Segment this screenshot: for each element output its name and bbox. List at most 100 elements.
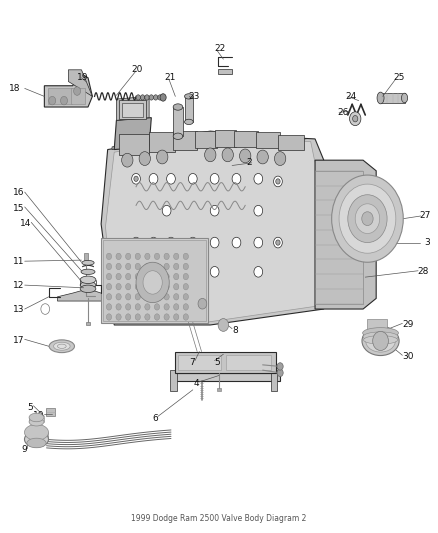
Ellipse shape (80, 281, 96, 289)
Circle shape (276, 240, 280, 245)
Text: 24: 24 (346, 92, 357, 101)
Circle shape (162, 266, 171, 277)
Text: 1999 Dodge Ram 2500 Valve Body Diagram 2: 1999 Dodge Ram 2500 Valve Body Diagram 2 (131, 514, 307, 523)
Text: 6: 6 (152, 414, 158, 423)
Circle shape (210, 237, 219, 248)
Circle shape (164, 294, 169, 300)
Circle shape (173, 253, 179, 260)
Bar (84, 253, 88, 262)
Circle shape (126, 273, 131, 280)
Circle shape (145, 273, 150, 280)
Circle shape (145, 284, 150, 290)
Text: 18: 18 (9, 84, 20, 93)
Circle shape (277, 363, 283, 370)
Text: 30: 30 (403, 352, 414, 361)
Circle shape (135, 263, 141, 270)
Circle shape (275, 152, 286, 165)
Circle shape (135, 294, 141, 300)
Circle shape (173, 273, 179, 280)
Circle shape (183, 294, 188, 300)
Circle shape (106, 273, 112, 280)
Circle shape (116, 304, 121, 310)
Bar (173, 131, 197, 150)
Circle shape (145, 253, 150, 260)
Ellipse shape (25, 431, 49, 447)
Bar (122, 103, 143, 117)
Bar (185, 96, 193, 122)
Circle shape (145, 314, 150, 320)
Bar (149, 132, 175, 152)
Circle shape (173, 284, 179, 290)
Polygon shape (57, 289, 103, 301)
Circle shape (134, 176, 138, 181)
Polygon shape (114, 118, 151, 150)
Circle shape (156, 150, 168, 164)
Circle shape (173, 294, 179, 300)
Circle shape (116, 253, 121, 260)
Ellipse shape (363, 328, 399, 338)
Circle shape (254, 237, 263, 248)
Circle shape (145, 294, 150, 300)
Ellipse shape (82, 261, 94, 265)
Text: 13: 13 (13, 304, 25, 313)
Ellipse shape (29, 413, 44, 422)
Ellipse shape (49, 340, 74, 353)
Text: 12: 12 (13, 280, 25, 289)
Text: 4: 4 (194, 379, 199, 388)
Circle shape (166, 237, 175, 248)
Circle shape (135, 253, 141, 260)
Circle shape (116, 314, 121, 320)
Bar (48, 88, 72, 104)
Text: 8: 8 (232, 326, 238, 335)
Ellipse shape (364, 336, 398, 344)
Text: 10: 10 (33, 411, 44, 420)
Circle shape (135, 273, 141, 280)
Ellipse shape (184, 119, 193, 125)
Circle shape (154, 294, 159, 300)
Circle shape (162, 205, 171, 216)
Polygon shape (112, 131, 306, 150)
Circle shape (126, 304, 131, 310)
Circle shape (135, 284, 141, 290)
Circle shape (373, 332, 389, 351)
Circle shape (160, 94, 166, 101)
Polygon shape (106, 136, 315, 322)
Circle shape (126, 294, 131, 300)
Circle shape (355, 204, 380, 233)
Circle shape (183, 253, 188, 260)
Circle shape (164, 284, 169, 290)
Circle shape (164, 314, 169, 320)
Circle shape (49, 96, 56, 105)
Circle shape (126, 263, 131, 270)
Circle shape (106, 284, 112, 290)
Circle shape (60, 96, 67, 105)
Circle shape (183, 263, 188, 270)
Circle shape (232, 173, 241, 184)
Circle shape (136, 95, 141, 100)
Circle shape (154, 253, 159, 260)
Circle shape (149, 237, 158, 248)
Circle shape (164, 263, 169, 270)
Bar (103, 240, 206, 321)
Bar (175, 352, 276, 373)
Text: 2: 2 (246, 158, 252, 167)
Bar (46, 408, 55, 416)
Bar (278, 135, 304, 150)
Circle shape (164, 253, 169, 260)
Text: 15: 15 (13, 204, 25, 213)
Circle shape (145, 95, 149, 100)
Bar (381, 93, 405, 103)
Bar (120, 100, 146, 119)
Text: 7: 7 (189, 358, 195, 367)
Circle shape (173, 314, 179, 320)
Ellipse shape (366, 330, 396, 352)
Circle shape (153, 95, 158, 100)
Text: 19: 19 (77, 73, 88, 82)
Circle shape (158, 95, 162, 100)
Circle shape (254, 173, 263, 184)
Circle shape (106, 263, 112, 270)
Ellipse shape (29, 417, 44, 426)
Circle shape (116, 294, 121, 300)
Text: 27: 27 (420, 212, 431, 221)
Ellipse shape (173, 104, 183, 110)
